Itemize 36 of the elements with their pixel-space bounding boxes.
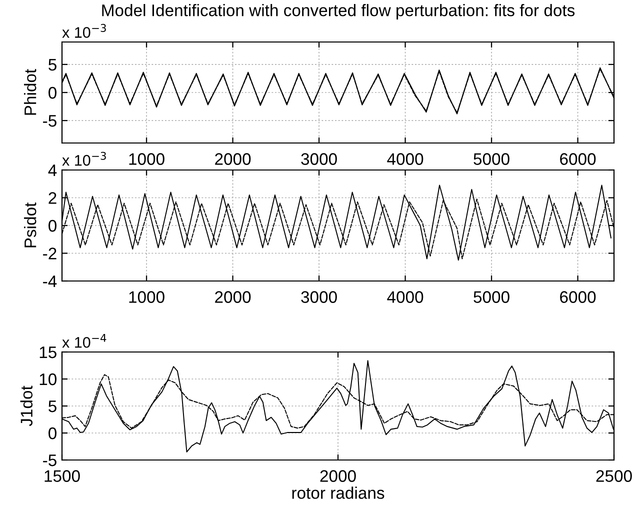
y-tick-label: 15 [40, 346, 56, 358]
x-axis-title: rotor radians [292, 486, 384, 499]
y-tick-label: 5 [48, 400, 56, 412]
x-tick-label: 5000 [474, 291, 510, 303]
x-tick-label: 6000 [560, 153, 596, 165]
y-tick-label: 0 [48, 220, 56, 232]
x-tick-label: 5000 [474, 153, 510, 165]
y-axis-title: Phidot [24, 68, 36, 115]
chart-title: Model Identification with converted flow perturbation: fits for dots [102, 4, 575, 20]
x-tick-label: 6000 [560, 291, 596, 303]
y-tick-label: 10 [40, 373, 56, 386]
y-tick-label: 2 [48, 192, 56, 204]
y-tick-label: 0 [48, 86, 56, 99]
x-tick-label: 1000 [129, 153, 164, 165]
y-tick-label: 4 [48, 164, 57, 176]
y-axis-title: Psidot [24, 202, 36, 248]
x-tick-label: 2000 [215, 153, 251, 165]
y-tick-label: -5 [43, 115, 56, 127]
y-tick-label: -5 [43, 454, 56, 466]
text: x 10$^{−4}$ [62, 334, 106, 348]
x-tick-label: 3000 [301, 153, 337, 165]
text: x 10$^{−3}$ [62, 152, 106, 166]
y-tick-label: -4 [43, 276, 57, 288]
x-tick-label: 3000 [301, 291, 337, 303]
x-tick-label: 1500 [44, 470, 80, 482]
x-tick-label: 4000 [387, 153, 424, 165]
y-tick-label: 5 [48, 59, 56, 71]
x-tick-label: 1000 [129, 291, 164, 303]
x-tick-label: 2000 [320, 470, 356, 482]
x-tick-label: 2000 [215, 291, 251, 303]
y-tick-label: 0 [48, 427, 56, 440]
y-tick-label: -2 [43, 248, 56, 260]
text: x 10$^{−3}$ [62, 24, 106, 38]
x-tick-label: 2500 [596, 470, 632, 482]
y-axis-title: J1dot [20, 386, 33, 426]
x-tick-label: 4000 [387, 291, 424, 303]
